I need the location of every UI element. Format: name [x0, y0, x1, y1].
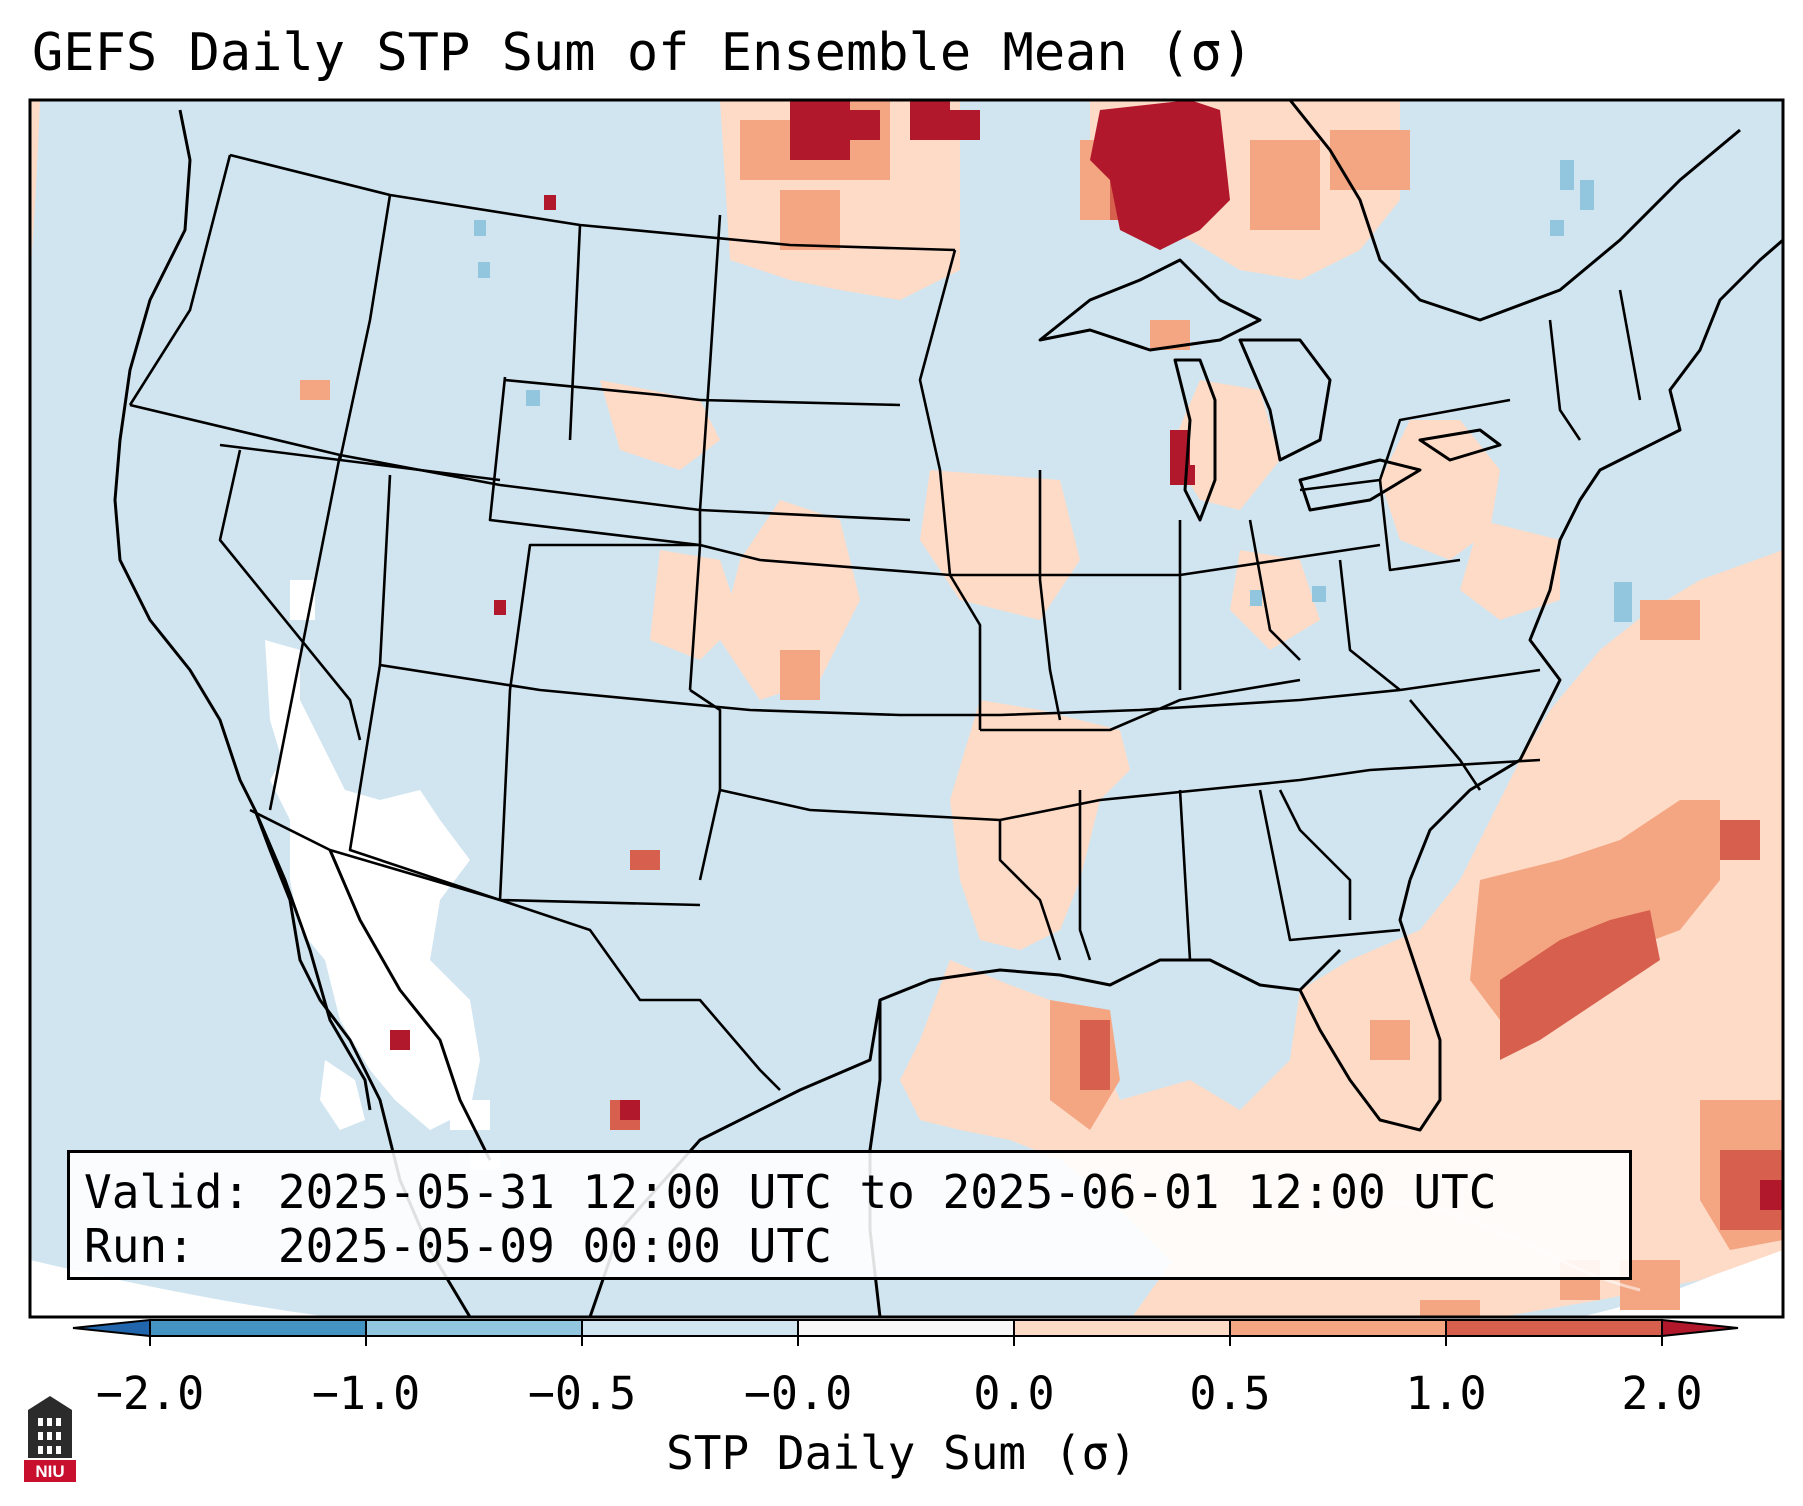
lake-huron [1238, 338, 1332, 462]
colorbar-bin-1 [149, 1319, 367, 1337]
hudson-bay-region [1288, 100, 1741, 322]
logo-tower [28, 1396, 72, 1458]
colorbar-tick-label: −0.5 [527, 1367, 637, 1420]
gulf-coast [588, 948, 1342, 1317]
logo-text: NIU [35, 1462, 64, 1481]
run-row: Run: 2025-05-09 00:00 UTC [84, 1219, 1629, 1273]
colorbar-tick-label: −2.0 [95, 1367, 205, 1420]
lake-ontario [1418, 428, 1502, 462]
colorbar-bin-3 [581, 1319, 799, 1337]
state-borders [128, 153, 1642, 1091]
stp-deep-red-areas [390, 100, 1783, 1210]
valid-row: Valid: 2025-05-31 12:00 UTC to 2025-06-0… [84, 1165, 1629, 1219]
colorbar-bin-2 [365, 1319, 583, 1337]
validity-info-box: Valid: 2025-05-31 12:00 UTC to 2025-06-0… [67, 1150, 1632, 1280]
baja-peninsula [253, 809, 372, 1111]
pacific-coast [113, 109, 472, 1317]
colorbar-tick-label: −0.0 [743, 1367, 853, 1420]
map-frame [28, 98, 1785, 1319]
lake-michigan [1173, 358, 1217, 522]
colorbar-under-arrow [72, 1318, 151, 1338]
colorbar-tick-label: −1.0 [311, 1367, 421, 1420]
colorbar-bin-7 [1445, 1319, 1663, 1337]
colorbar-bin-5 [1013, 1319, 1231, 1337]
great-lakes-superior [1038, 258, 1262, 352]
valid-label: Valid: [84, 1165, 251, 1219]
valid-value: 2025-05-31 12:00 UTC to 2025-06-01 12:00… [277, 1165, 1497, 1219]
colorbar-tick-label: 0.0 [973, 1367, 1055, 1420]
colorbar [72, 1318, 1739, 1346]
run-label: Run: [84, 1219, 195, 1273]
colorbar-tick-label: 0.5 [1189, 1367, 1271, 1420]
off-globe-edge-left [30, 100, 40, 280]
colorbar-over-arrow [1661, 1318, 1739, 1338]
colorbar-bin-4 [797, 1319, 1015, 1337]
logo-badge [24, 1460, 76, 1482]
off-globe-corner-left [30, 1260, 330, 1317]
gulf-of-california [328, 849, 492, 1161]
colorbar-label: STP Daily Sum (σ) [666, 1426, 1137, 1480]
atlantic-coast [1408, 238, 1783, 881]
niu-logo: NIU [24, 1396, 76, 1482]
florida [1298, 879, 1442, 1132]
lake-erie [1298, 458, 1422, 512]
off-globe-corner-right [1580, 1240, 1783, 1317]
stp-blue-specks [474, 160, 1632, 622]
colorbar-tick-label: 1.0 [1405, 1367, 1487, 1420]
colorbar-bin-6 [1229, 1319, 1447, 1337]
run-value: 2025-05-09 00:00 UTC [277, 1219, 832, 1273]
colorbar-tick-label: 2.0 [1621, 1367, 1703, 1420]
no-data-region [265, 580, 500, 1170]
chart-title: GEFS Daily STP Sum of Ensemble Mean (σ) [32, 23, 1253, 83]
